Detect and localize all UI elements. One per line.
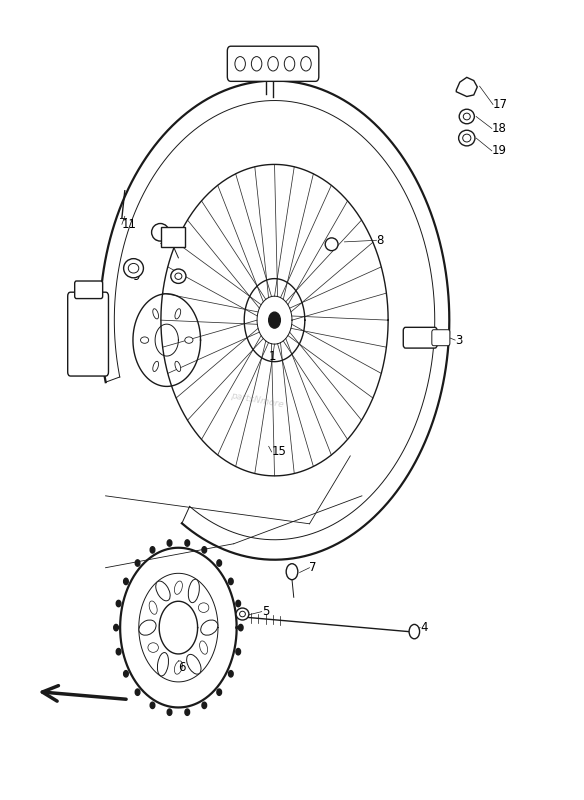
Circle shape [124,578,128,585]
Ellipse shape [175,661,182,674]
Ellipse shape [459,110,474,124]
Ellipse shape [152,223,169,241]
FancyBboxPatch shape [404,327,437,348]
Ellipse shape [128,263,139,273]
Circle shape [135,560,140,566]
Text: partsNmore: partsNmore [230,391,284,409]
Text: 8: 8 [377,234,384,246]
Circle shape [202,546,207,553]
Ellipse shape [171,269,186,283]
Ellipse shape [463,113,470,120]
Circle shape [235,57,245,71]
Circle shape [268,57,279,71]
Circle shape [185,709,190,715]
Circle shape [228,670,233,677]
Text: 16: 16 [159,234,174,246]
Circle shape [236,600,241,606]
Circle shape [114,625,119,630]
Circle shape [409,625,419,638]
Ellipse shape [149,601,157,614]
Circle shape [238,625,243,630]
Ellipse shape [239,611,245,617]
Circle shape [185,540,190,546]
Ellipse shape [141,337,149,343]
Text: 6: 6 [178,661,186,674]
FancyBboxPatch shape [75,281,103,298]
Ellipse shape [236,608,249,620]
Text: 15: 15 [272,446,287,458]
Circle shape [167,709,172,715]
Text: 10: 10 [157,226,172,238]
Ellipse shape [153,309,158,319]
Circle shape [116,649,121,655]
Ellipse shape [175,362,180,371]
Text: 13: 13 [69,362,84,374]
Text: 18: 18 [492,122,507,135]
Circle shape [135,689,140,695]
Circle shape [286,564,298,580]
Circle shape [150,702,155,709]
Text: 9: 9 [132,270,139,282]
Circle shape [269,312,280,328]
Text: 7: 7 [310,562,317,574]
Circle shape [284,57,295,71]
FancyBboxPatch shape [68,292,109,376]
Text: 4: 4 [420,621,427,634]
Polygon shape [456,78,477,97]
Ellipse shape [187,654,201,674]
Text: 2: 2 [426,334,433,346]
Ellipse shape [175,309,180,319]
Ellipse shape [201,620,218,635]
Ellipse shape [199,603,209,613]
Ellipse shape [139,620,156,635]
Text: 11: 11 [122,218,137,231]
Ellipse shape [156,581,170,601]
Ellipse shape [200,641,208,654]
Ellipse shape [148,642,158,652]
Text: 12: 12 [270,49,285,62]
Ellipse shape [325,238,338,250]
FancyBboxPatch shape [162,226,185,247]
Ellipse shape [458,130,475,146]
Ellipse shape [153,362,158,371]
Circle shape [217,689,221,695]
Text: 17: 17 [493,98,508,111]
Ellipse shape [175,273,182,279]
Text: 3: 3 [455,334,463,346]
Circle shape [251,57,262,71]
Circle shape [228,578,233,585]
Circle shape [301,57,311,71]
Circle shape [217,560,221,566]
Ellipse shape [185,337,193,343]
FancyBboxPatch shape [227,46,319,82]
Circle shape [167,540,172,546]
Ellipse shape [124,258,144,278]
Circle shape [124,670,128,677]
Text: 14: 14 [87,306,102,318]
Ellipse shape [175,581,182,594]
FancyBboxPatch shape [432,330,450,346]
Circle shape [116,600,121,606]
Text: 1: 1 [269,350,276,362]
Text: 5: 5 [262,605,269,618]
Ellipse shape [188,579,199,602]
Circle shape [202,702,207,709]
Text: 19: 19 [492,144,507,158]
Circle shape [236,649,241,655]
Ellipse shape [463,134,471,142]
Circle shape [150,546,155,553]
Ellipse shape [158,653,169,676]
